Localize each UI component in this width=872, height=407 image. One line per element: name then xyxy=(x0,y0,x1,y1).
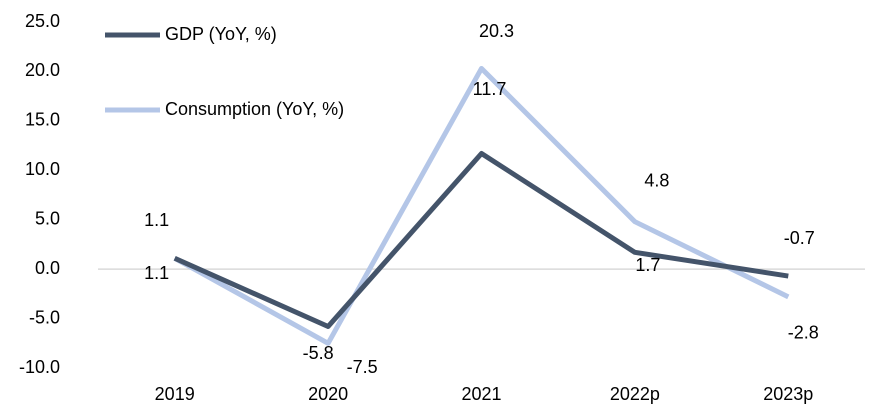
data-label: -2.8 xyxy=(788,323,819,343)
legend-label: GDP (YoY, %) xyxy=(165,24,277,44)
y-tick-label: 5.0 xyxy=(35,208,60,228)
data-label: 1.1 xyxy=(144,263,169,283)
y-tick-label: 10.0 xyxy=(25,159,60,179)
data-label: 20.3 xyxy=(479,21,514,41)
data-label: 11.7 xyxy=(473,79,507,99)
y-tick-label: 20.0 xyxy=(25,60,60,80)
x-tick-label: 2023p xyxy=(763,384,813,404)
data-label: -0.7 xyxy=(784,228,815,248)
series-line xyxy=(173,150,789,329)
y-tick-label: -10.0 xyxy=(19,357,60,377)
data-label: 1.1 xyxy=(144,210,169,230)
x-tick-label: 2019 xyxy=(155,384,195,404)
data-label: 1.7 xyxy=(635,255,660,275)
x-tick-label: 2020 xyxy=(308,384,348,404)
y-tick-label: -5.0 xyxy=(29,307,60,327)
data-label: -5.8 xyxy=(303,343,334,363)
data-label: 4.8 xyxy=(644,170,669,190)
data-label: -7.5 xyxy=(347,357,378,377)
y-tick-label: 0.0 xyxy=(35,258,60,278)
y-tick-label: 15.0 xyxy=(25,110,60,130)
x-tick-label: 2022p xyxy=(610,384,660,404)
y-tick-label: 25.0 xyxy=(25,11,60,31)
series-line xyxy=(173,65,790,346)
x-tick-label: 2021 xyxy=(461,384,501,404)
legend-label: Consumption (YoY, %) xyxy=(165,99,344,119)
